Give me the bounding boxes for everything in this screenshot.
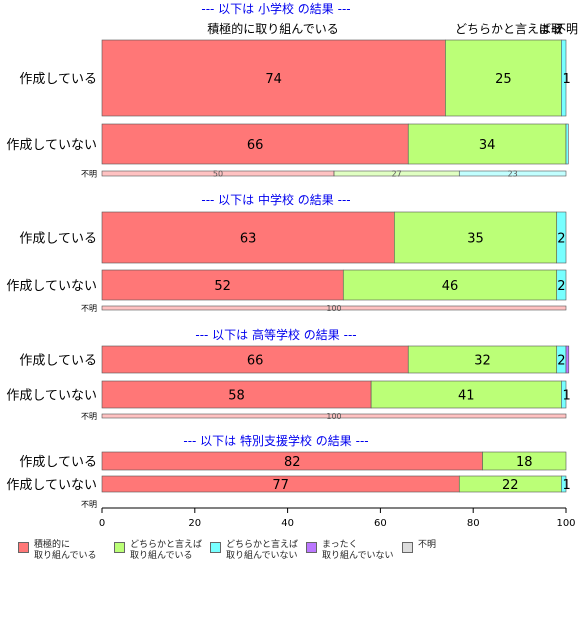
bar-segment: [101, 211, 395, 264]
data-label: 35: [467, 232, 484, 247]
legend-label: 不明: [418, 540, 437, 550]
bar-segment: [561, 475, 567, 493]
legend-swatch: [306, 542, 317, 553]
data-label: 34: [479, 138, 496, 153]
data-label: 63: [240, 232, 257, 247]
bar-segment: [482, 451, 567, 471]
data-label: 74: [265, 72, 282, 87]
x-tick-label: 40: [281, 518, 294, 529]
legend-item: どちらかと言えば 取り組んでいる: [114, 540, 210, 562]
bar-segment: [101, 413, 567, 419]
bar-segment: [565, 123, 569, 165]
row-label: 作成していない: [6, 279, 97, 294]
bar-segment: [101, 305, 567, 311]
x-tick-label: 0: [99, 518, 105, 529]
row-label: 作成している: [19, 455, 97, 470]
legend-swatch: [18, 542, 29, 553]
row-label: 作成している: [19, 72, 97, 87]
row-label: 作成していない: [6, 138, 97, 153]
bar-segment: [407, 123, 567, 165]
bar-segment: [561, 380, 567, 409]
data-label: 41: [458, 389, 475, 404]
row-label: 不明: [81, 170, 97, 179]
data-label: 50: [213, 170, 223, 179]
row-label: 不明: [81, 304, 97, 313]
data-label: 46: [442, 279, 459, 294]
data-label: 18: [516, 455, 533, 470]
row-label: 作成していない: [6, 478, 97, 493]
legend-label: どちらかと言えば 取り組んでいない: [226, 540, 299, 561]
bar-segment: [370, 380, 562, 409]
legend-item: まったく 取り組んでいない: [306, 540, 402, 562]
legend-swatch: [402, 542, 413, 553]
data-label: 2: [557, 232, 565, 247]
data-label: 66: [247, 354, 264, 369]
bar-segment: [101, 39, 446, 117]
bar-segment: [445, 39, 562, 117]
bar-segment: [561, 39, 567, 117]
row-label: 作成していない: [6, 389, 97, 404]
row-label: 不明: [81, 412, 97, 421]
data-label: 1: [563, 389, 571, 404]
bar-segment: [556, 211, 567, 264]
panel-title: --- 以下は 小学校 の結果 ---: [201, 1, 350, 16]
bar-segment: [407, 345, 558, 374]
data-label: 1: [563, 478, 571, 493]
bar-segment: [556, 269, 567, 301]
panel-title: --- 以下は 中学校 の結果 ---: [201, 192, 350, 207]
legend-swatch: [210, 542, 221, 553]
bar-segment: [342, 269, 558, 301]
header-label: 積極的に取り組んでいる: [207, 21, 338, 36]
data-label: 2: [557, 279, 565, 294]
x-tick-label: 80: [467, 518, 480, 529]
row-label: 不明: [81, 500, 97, 509]
data-label: 52: [214, 279, 231, 294]
bar-segment: [101, 345, 409, 374]
data-label: 2: [557, 354, 565, 369]
data-label: 66: [247, 138, 264, 153]
header-label: 不明: [554, 22, 578, 36]
legend-swatch: [114, 542, 125, 553]
legend-label: まったく 取り組んでいない: [322, 540, 394, 561]
data-label: 82: [284, 455, 301, 470]
data-label: 27: [392, 170, 402, 179]
row-label: 作成している: [19, 354, 97, 369]
data-label: 25: [495, 72, 512, 87]
bar-segment: [101, 380, 372, 409]
panel-title: --- 以下は 高等学校 の結果 ---: [195, 327, 356, 342]
data-label: 58: [228, 389, 245, 404]
data-label: 100: [326, 412, 341, 421]
chart-legend: 積極的に 取り組んでいる どちらかと言えば 取り組んでいる どちらかと言えば 取り組…: [18, 540, 498, 562]
legend-label: どちらかと言えば 取り組んでいる: [130, 540, 203, 561]
panel-title: --- 以下は 特別支援学校 の結果 ---: [183, 433, 368, 448]
data-label: 22: [502, 478, 519, 493]
header-label: どちらかと言えば取: [455, 22, 563, 36]
bar-segment: [565, 345, 570, 374]
legend-label: 積極的に 取り組んでいる: [34, 540, 97, 561]
legend-item: どちらかと言えば 取り組んでいない: [210, 540, 306, 562]
x-tick-label: 60: [374, 518, 387, 529]
header-label: まっ: [538, 22, 562, 36]
x-tick-label: 20: [188, 518, 201, 529]
bar-segment: [101, 123, 409, 165]
data-label: 23: [508, 170, 518, 179]
data-label: 77: [272, 478, 289, 493]
row-label: 作成している: [19, 232, 97, 247]
data-label: 1: [563, 72, 571, 87]
legend-item: 積極的に 取り組んでいる: [18, 540, 114, 562]
legend-item: 不明: [402, 540, 498, 562]
data-label: 100: [326, 304, 341, 313]
data-label: 32: [474, 354, 491, 369]
bar-segment: [394, 211, 558, 264]
bar-segment: [458, 170, 567, 177]
x-tick-label: 100: [556, 518, 575, 529]
